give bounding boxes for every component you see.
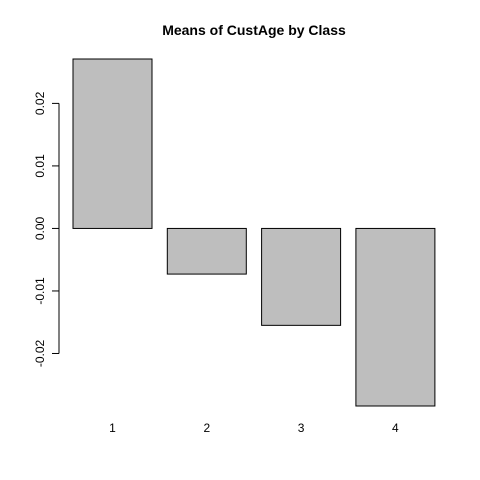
x-axis-labels: 1 2 3 4 bbox=[109, 421, 399, 435]
bar-4 bbox=[355, 227, 436, 407]
x-category-label: 1 bbox=[109, 421, 116, 435]
y-tick-label: 0.00 bbox=[33, 216, 47, 240]
y-axis: -0.02 -0.01 0.00 0.01 0.02 bbox=[33, 91, 60, 367]
chart-title: Means of CustAge by Class bbox=[162, 22, 346, 38]
bar-1 bbox=[72, 58, 153, 229]
bars bbox=[72, 58, 436, 407]
x-category-label: 4 bbox=[392, 421, 399, 435]
x-category-label: 3 bbox=[298, 421, 305, 435]
x-category-label: 2 bbox=[203, 421, 210, 435]
bar-3 bbox=[261, 227, 342, 326]
y-tick-label: -0.02 bbox=[33, 339, 47, 367]
y-tick-label: -0.01 bbox=[33, 277, 47, 305]
y-tick-label: 0.02 bbox=[33, 91, 47, 115]
bar-2 bbox=[166, 227, 247, 275]
y-tick-label: 0.01 bbox=[33, 154, 47, 178]
